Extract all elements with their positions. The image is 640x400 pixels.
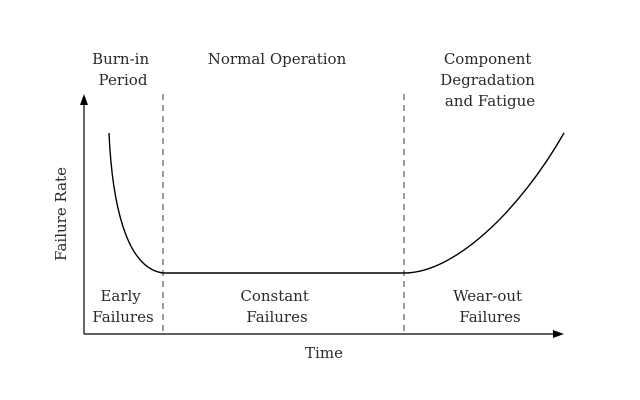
degradation-fatigue-label: Component Degradation and Fatigue [440,50,539,110]
early-failures-label: Early Failures [92,287,153,326]
normal-operation-label: Normal Operation [208,50,347,68]
burn-in-period-label: Burn-in Period [92,50,154,89]
failure-rate-curve [108,132,565,274]
x-axis-arrow [553,330,564,338]
x-axis-label: Time [305,344,343,362]
wear-out-failures-label: Wear-out Failures [453,287,527,326]
constant-failures-label: Constant Failures [240,287,313,326]
y-axis-label: Failure Rate [52,167,70,261]
y-axis-arrow [80,94,88,105]
